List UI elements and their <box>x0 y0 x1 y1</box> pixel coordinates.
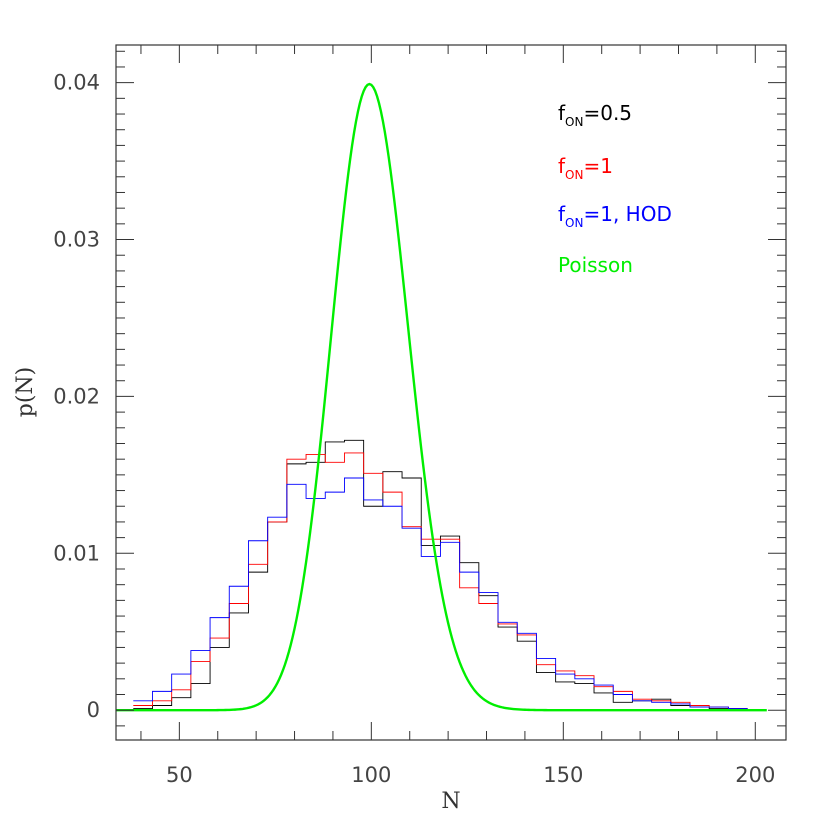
y-tick-label: 0 <box>87 698 100 722</box>
legend-entry: fON=0.5 <box>558 101 632 129</box>
y-tick-label: 0.04 <box>53 71 100 95</box>
x-tick-label: 100 <box>351 763 391 787</box>
series-line-3 <box>116 82 767 712</box>
x-axis-title: N <box>441 789 460 814</box>
series-line-1 <box>133 452 748 710</box>
plot-frame <box>115 44 787 741</box>
legend: fON=0.5 fON=1 fON=1, HOD Poisson <box>558 101 672 277</box>
y-axis-title: p(N) <box>13 367 38 418</box>
series-layer <box>116 82 767 712</box>
x-tick-label: 200 <box>735 763 775 787</box>
y-tick-label: 0.03 <box>53 228 100 252</box>
x-tick-label: 50 <box>166 763 193 787</box>
tick-labels-layer: 50 100 150 200 0 0.01 0.02 0.03 0.04 <box>53 71 775 787</box>
legend-entry: fON=1 <box>558 154 613 182</box>
legend-entry: Poisson <box>558 253 633 277</box>
x-tick-label: 150 <box>543 763 583 787</box>
y-tick-label: 0.02 <box>53 384 100 408</box>
series-line-2 <box>133 477 748 710</box>
ticks-layer <box>116 45 786 740</box>
y-tick-label: 0.01 <box>53 541 100 565</box>
legend-entry: fON=1, HOD <box>558 202 672 230</box>
